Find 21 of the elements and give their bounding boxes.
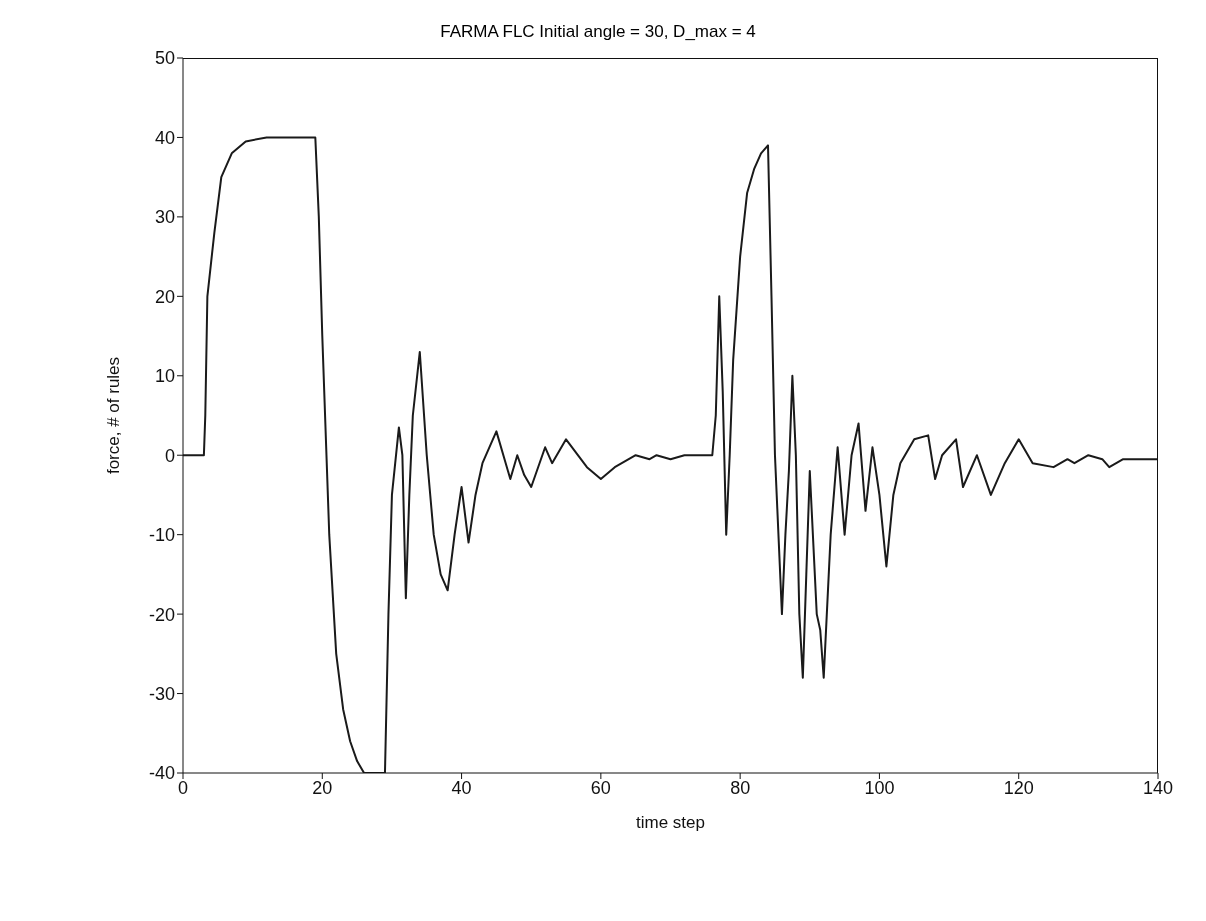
x-tick-label: 140 (1142, 777, 1174, 798)
y-tick-label: -40 (148, 763, 175, 784)
x-tick-label: 80 (730, 777, 751, 798)
x-tick-label: 0 (177, 777, 189, 798)
y-tick-label: 30 (154, 207, 175, 228)
y-axis-title: force, # of rules (104, 356, 124, 475)
y-tick-label: 10 (154, 366, 175, 387)
y-tick-label: 20 (154, 286, 175, 307)
y-tick-label: -20 (148, 604, 175, 625)
chart-title: FARMA FLC Initial angle = 30, D_max = 4 (439, 22, 757, 42)
y-tick-label: 50 (154, 48, 175, 69)
x-tick-label: 100 (864, 777, 895, 798)
x-axis-title: time step (636, 813, 705, 832)
x-tick-label: 20 (312, 777, 333, 798)
y-tick-label: 40 (154, 127, 175, 148)
y-tick-label: 0 (164, 445, 175, 466)
x-tick-label: 40 (451, 777, 472, 798)
y-tick-label: -10 (148, 525, 175, 546)
x-tick-label: 60 (590, 777, 611, 798)
x-tick-label: 120 (1003, 777, 1034, 798)
y-tick-label: -30 (148, 683, 175, 704)
